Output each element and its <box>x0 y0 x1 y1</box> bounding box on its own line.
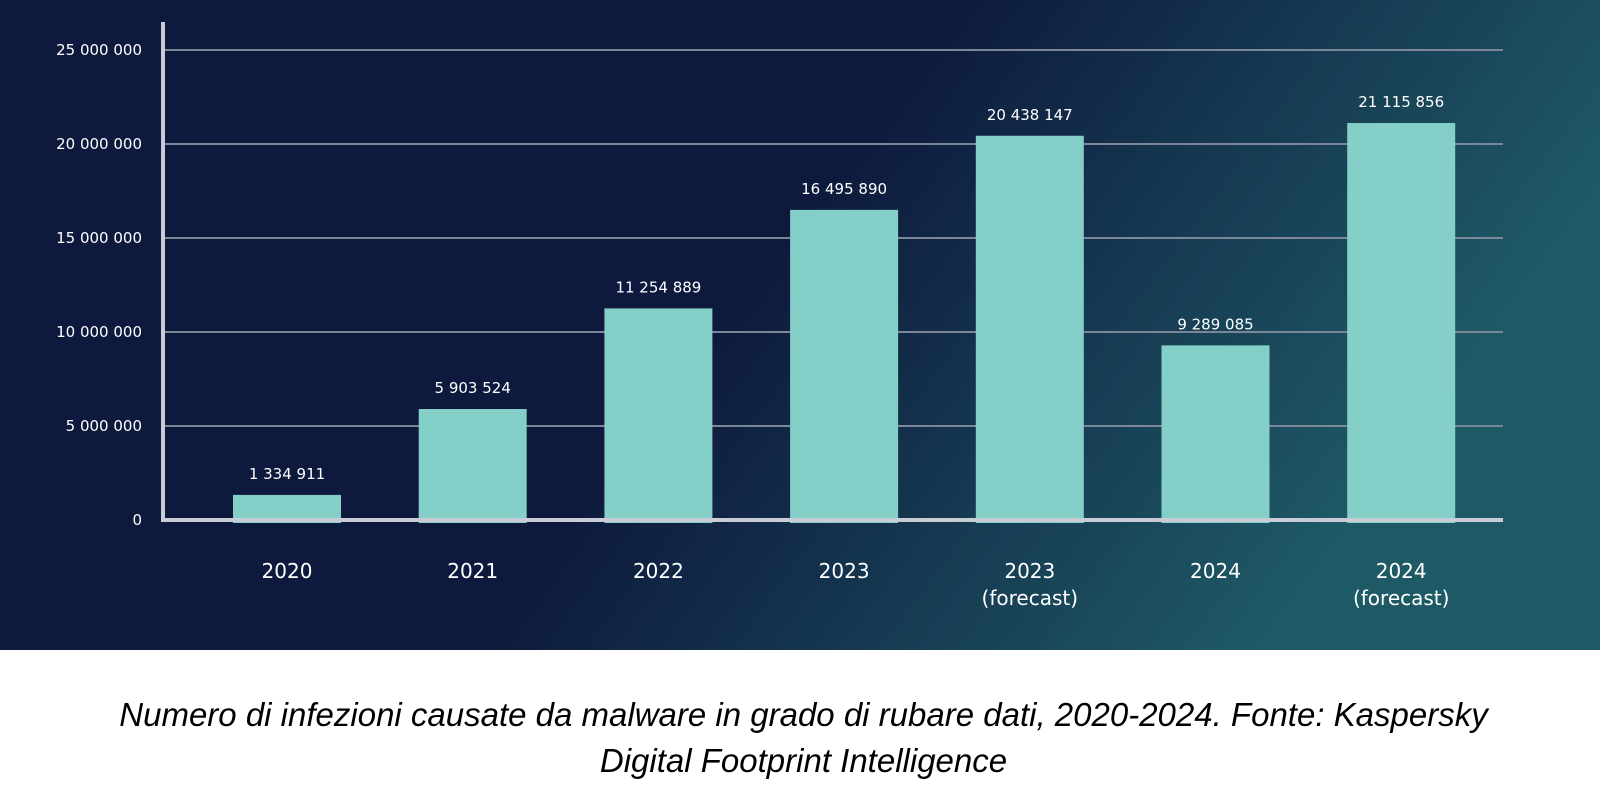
x-category-label: 2022 <box>633 559 684 583</box>
bar <box>418 409 527 523</box>
y-tick-label: 5 000 000 <box>66 417 142 435</box>
x-axis-categories: 2020 2021 2022 2023 2023 (forecast) 2024 2024 (f… <box>262 559 1450 610</box>
x-category-label: 2020 <box>262 559 313 583</box>
bars <box>233 123 1456 524</box>
x-category-label: (forecast) <box>982 586 1078 610</box>
y-tick-label: 25 000 000 <box>56 41 142 59</box>
bar-value-label: 11 254 889 <box>615 278 701 296</box>
bar <box>790 209 899 524</box>
y-tick-label: 20 000 000 <box>56 135 142 153</box>
bar-value-label: 5 903 524 <box>435 379 511 397</box>
y-tick-label: 0 <box>132 511 142 529</box>
y-tick-label: 10 000 000 <box>56 323 142 341</box>
caption-line-1: Numero di infezioni causate da malware i… <box>119 696 1488 733</box>
x-category-label: (forecast) <box>1353 586 1449 610</box>
bar-value-label: 9 289 085 <box>1177 315 1253 333</box>
bar <box>1161 345 1270 523</box>
axes <box>161 22 1503 522</box>
bar-value-label: 20 438 147 <box>987 106 1073 124</box>
caption-line-2: Digital Footprint Intelligence <box>599 742 1008 779</box>
bar <box>604 308 713 523</box>
y-tick-label: 15 000 000 <box>56 229 142 247</box>
x-category-label: 2023 <box>1004 559 1055 583</box>
bar-value-label: 1 334 911 <box>249 465 325 483</box>
x-category-label: 2021 <box>447 559 498 583</box>
x-category-label: 2024 <box>1190 559 1241 583</box>
bar <box>975 135 1084 524</box>
bar-value-label: 21 115 856 <box>1358 93 1444 111</box>
x-category-label: 2023 <box>819 559 870 583</box>
chart-canvas: 0 5 000 000 10 000 000 15 000 000 20 000 000… <box>0 0 1600 650</box>
figure-caption: Numero di infezioni causate da malware i… <box>0 692 1607 784</box>
x-category-label: 2024 <box>1376 559 1427 583</box>
bar-chart: 0 5 000 000 10 000 000 15 000 000 20 000 000… <box>0 0 1600 650</box>
bar <box>1347 123 1456 523</box>
y-axis-ticks: 0 5 000 000 10 000 000 15 000 000 20 000 000… <box>56 41 142 529</box>
value-labels: 1 334 911 5 903 524 11 254 889 16 495 890 20… <box>249 93 1444 483</box>
bar-value-label: 16 495 890 <box>801 180 887 198</box>
